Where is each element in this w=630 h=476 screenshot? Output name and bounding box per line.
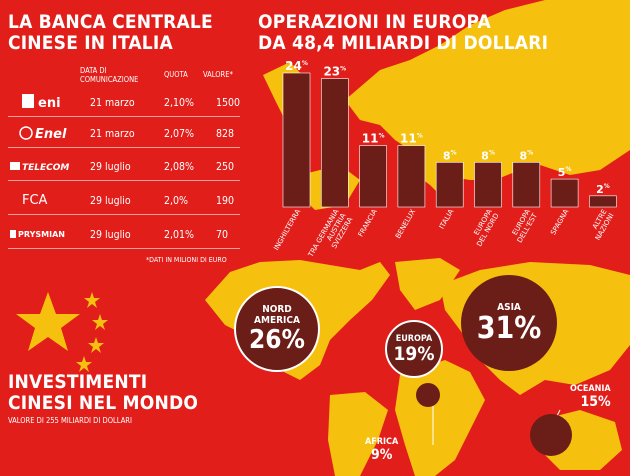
bar-category-label: ITALIA [438,208,456,231]
bar-category-label: ALTRENAZIONI [587,208,616,242]
greenland-land [395,258,460,310]
bar-category-label: BENELUX [394,208,417,240]
row-quota: 2,07% [164,128,195,140]
row-valore: 70 [216,229,229,241]
header-quota: QUOTA [164,70,188,79]
bar-category-label: EUROPADELL'EST [509,207,540,244]
bar [589,195,617,208]
south-america-land [328,392,388,476]
table-row: eni 21 marzo 2,10% 1500 [8,90,240,117]
europe-land [345,0,630,180]
region-label: ASIA [497,301,521,313]
bar [320,78,349,208]
oceania-label-group: OCEANIA 15% [570,384,611,410]
fca-logo-text: FCA [22,193,48,208]
bubble-europa: EUROPA 19% [385,320,443,378]
bar-value-label: 2% [596,183,610,196]
enel-logo-text: Enel [35,127,67,142]
small-star-icon [88,337,104,353]
table-row: TELECOM 29 luglio 2,08% 250 [8,154,240,181]
bar-value-label: 11% [362,132,385,146]
bubble-nord-america: NORD AMERICA 26% [234,286,320,372]
small-star-icon [92,314,108,330]
bar-value-label: 5% [558,166,572,179]
table-row: PRYSMIAN 29 luglio 2,01% 70 [8,222,240,249]
row-valore: 250 [216,161,235,173]
flag-stars [16,292,108,372]
region-label: OCEANIA [570,384,611,394]
bar [550,178,579,208]
row-date: 29 luglio [90,161,131,173]
chart-title: OPERAZIONI IN EUROPA DA 48,4 MILIARDI DI… [258,11,549,54]
region-label: EUROPA [395,334,433,344]
region-value: 9% [370,447,393,463]
row-quota: 2,0% [164,195,188,207]
header-valore: VALORE* [203,70,233,79]
row-quota: 2,10% [164,97,195,109]
bar [397,145,426,208]
bar-value-label: 11% [400,132,423,146]
row-valore: 828 [216,128,235,140]
bar [282,72,311,208]
bar [512,162,541,208]
bubble-asia: ASIA 31% [461,275,557,371]
row-quota: 2,08% [164,161,195,173]
table-row: FCA 29 luglio 2,0% 190 [8,188,240,215]
bar [435,162,464,208]
bar-value-label: 24% [285,59,308,73]
bar-value-label: 8% [481,149,495,162]
enel-logo-icon: Enel [19,126,67,142]
bubble-africa [416,383,440,407]
bar [474,162,502,208]
row-date: 21 marzo [90,97,135,109]
table-row: Enel 21 marzo 2,07% 828 [8,121,240,148]
bar-category-label: EUROPADEL NORD [468,208,500,248]
row-quota: 2,01% [164,229,195,241]
bubble-oceania [530,414,572,456]
world-subtitle: VALORE DI 255 MILIARDI DI DOLLARI [8,416,132,425]
table-note: *DATI IN MILIONI DI EURO [146,256,227,264]
region-value: 31% [476,310,542,346]
header-date: DATA DI COMUNICAZIONE [80,66,139,84]
bar-value-label: 23% [323,65,346,79]
bar [359,145,387,208]
bar-category-label: FRANCIA [357,208,379,238]
prysmian-logo-text: PRYSMIAN [18,230,65,239]
region-value: 15% [580,394,611,410]
bar-category-label: SPAGNA [549,208,570,237]
bar-value-label: 8% [519,149,533,162]
fca-logo-icon: FCA [22,193,48,208]
region-label: AFRICA [365,437,399,447]
telecom-logo-icon: TELECOM [10,162,69,173]
bar-category-label: TRA GERMANIAAUSTRIASVIZZERA [306,208,354,267]
eni-logo-icon: eni [22,94,61,111]
large-star-icon [16,292,80,351]
small-star-icon [84,292,100,308]
eni-logo-text: eni [38,96,61,111]
bar-category-label: INGHILTERRA [272,208,302,252]
world-title: INVESTIMENTI CINESI NEL MONDO [8,371,199,414]
region-label: NORD AMERICA [254,304,300,326]
africa-label-group: AFRICA 9% [365,437,398,463]
bar-value-label: 8% [443,149,457,162]
row-date: 29 luglio [90,229,131,241]
region-value: 26% [249,325,305,355]
small-star-icon [76,356,92,372]
row-valore: 1500 [216,97,241,109]
left-title: LA BANCA CENTRALE CINESE IN ITALIA [8,11,213,54]
telecom-logo-text: TELECOM [22,163,69,173]
prysmian-logo-icon: PRYSMIAN [10,230,65,239]
row-date: 29 luglio [90,195,131,207]
region-value: 19% [393,343,435,365]
row-valore: 190 [216,195,235,207]
row-date: 21 marzo [90,128,135,140]
